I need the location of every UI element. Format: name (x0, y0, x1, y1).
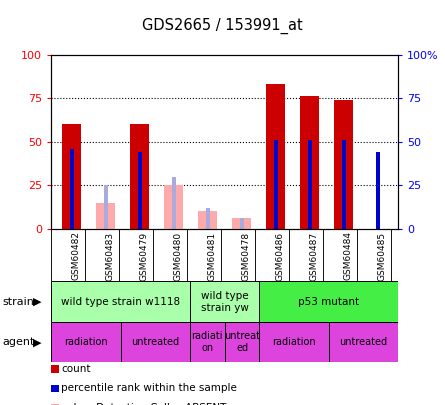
Text: percentile rank within the sample: percentile rank within the sample (61, 384, 237, 393)
Bar (259, 281, 398, 322)
Text: radiation: radiation (64, 337, 108, 347)
Text: GSM60482: GSM60482 (72, 231, 81, 280)
Bar (300, 96, 319, 229)
Bar (335, 100, 353, 229)
Text: GSM60480: GSM60480 (174, 231, 183, 281)
Text: untreated: untreated (340, 337, 388, 347)
Text: GDS2665 / 153991_at: GDS2665 / 153991_at (142, 18, 303, 34)
Text: strain: strain (2, 297, 34, 307)
Text: GSM60486: GSM60486 (276, 231, 285, 281)
Text: p53 mutant: p53 mutant (298, 297, 360, 307)
Bar (232, 218, 251, 229)
Bar (198, 211, 217, 229)
Text: GSM60487: GSM60487 (310, 231, 319, 281)
Bar (138, 152, 142, 229)
Text: wild type
strain yw: wild type strain yw (201, 291, 249, 313)
Bar (206, 208, 210, 229)
Text: GSM60483: GSM60483 (105, 231, 115, 281)
Bar (259, 322, 329, 362)
Text: ▶: ▶ (33, 297, 42, 307)
Text: agent: agent (2, 337, 35, 347)
Bar (190, 281, 259, 322)
Bar (62, 124, 81, 229)
Bar (51, 322, 121, 362)
Text: count: count (61, 364, 91, 374)
Bar (172, 177, 176, 229)
Text: value, Detection Call = ABSENT: value, Detection Call = ABSENT (61, 403, 227, 405)
Bar (69, 149, 73, 229)
Text: ▶: ▶ (33, 337, 42, 347)
Bar (96, 202, 115, 229)
Bar (190, 322, 225, 362)
Text: radiati
on: radiati on (192, 331, 223, 353)
Bar (121, 322, 190, 362)
Text: GSM60479: GSM60479 (140, 231, 149, 281)
Text: untreated: untreated (131, 337, 179, 347)
Bar (240, 218, 244, 229)
Text: GSM60484: GSM60484 (344, 231, 353, 280)
Bar (342, 140, 346, 229)
Text: GSM60485: GSM60485 (378, 231, 387, 281)
Bar (329, 322, 398, 362)
Text: radiation: radiation (272, 337, 316, 347)
Bar (104, 185, 108, 229)
Bar (225, 322, 259, 362)
Text: untreat
ed: untreat ed (224, 331, 260, 353)
Bar (376, 152, 380, 229)
Text: GSM60478: GSM60478 (242, 231, 251, 281)
Bar (51, 281, 190, 322)
Bar (267, 84, 285, 229)
Bar (130, 124, 149, 229)
Bar (164, 185, 183, 229)
Bar (308, 140, 312, 229)
Bar (274, 140, 278, 229)
Text: wild type strain w1118: wild type strain w1118 (61, 297, 180, 307)
Text: GSM60481: GSM60481 (208, 231, 217, 281)
